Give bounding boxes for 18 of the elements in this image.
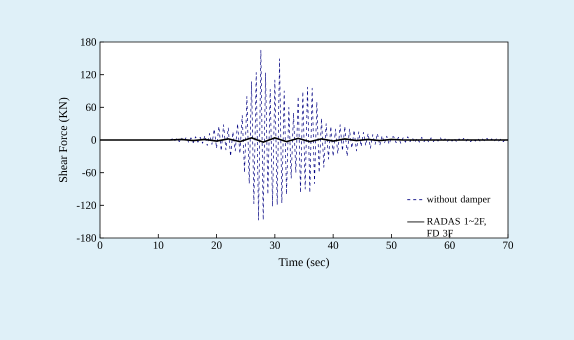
y-tick-label: 180 <box>81 38 96 46</box>
y-axis-title: Shear Force (KN) <box>58 98 70 182</box>
y-tick-label: 0 <box>91 136 96 144</box>
x-tick-label: 10 <box>154 242 164 249</box>
x-tick-label: 40 <box>328 242 338 249</box>
y-tick-label: -60 <box>82 168 96 176</box>
y-tick-label: 120 <box>81 70 96 78</box>
x-tick-label: 30 <box>270 242 280 249</box>
x-axis-title: Time (sec) <box>278 258 329 269</box>
x-tick-label: 70 <box>503 242 514 249</box>
y-tick-label: -120 <box>76 202 96 210</box>
y-tick-label: 60 <box>86 104 96 112</box>
legend-label: without damper <box>426 195 490 205</box>
y-tick-label: -180 <box>76 234 96 242</box>
x-tick-label: 60 <box>444 242 455 249</box>
x-tick-label: 0 <box>98 242 102 249</box>
x-tick-label: 20 <box>212 242 222 249</box>
x-tick-label: 50 <box>386 242 396 249</box>
